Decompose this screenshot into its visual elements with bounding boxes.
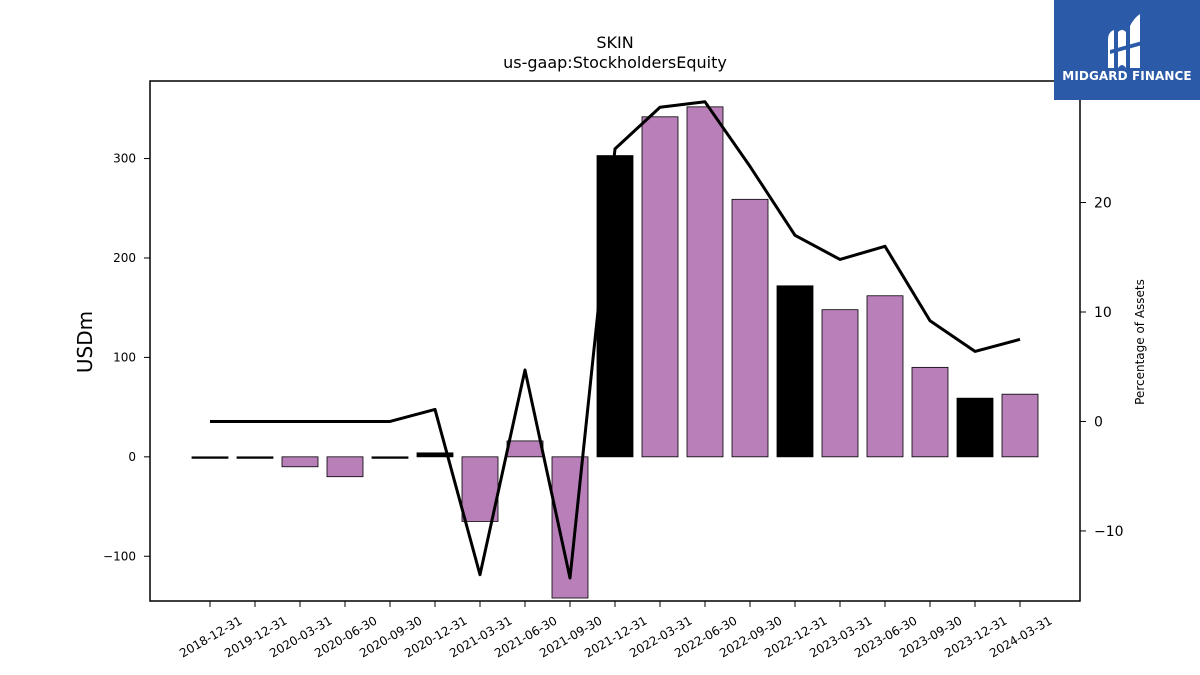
bar-2021-06-30 (506, 440, 544, 458)
y-tick-label: 0 (128, 450, 136, 464)
bar-2023-12-31 (956, 397, 994, 458)
bar-2019-12-31 (236, 456, 274, 459)
bar-2024-03-31 (1001, 393, 1039, 458)
bars-layer (191, 106, 1039, 599)
bar-2022-09-30 (731, 198, 769, 458)
y2-tick-label: 0 (1094, 414, 1103, 430)
y2-tick-label: −10 (1094, 524, 1124, 540)
bar-2023-09-30 (911, 366, 949, 458)
bar-2020-06-30 (326, 456, 364, 478)
y-axis-label: USDm (73, 311, 97, 373)
y-tick-label: 200 (113, 251, 136, 265)
y2-tick-label: 20 (1094, 196, 1112, 212)
bar-2020-09-30 (371, 456, 409, 459)
bar-2020-12-31 (416, 452, 454, 458)
y-tick-label: 300 (113, 152, 136, 166)
y-tick-label: 100 (113, 350, 136, 364)
logo: MIDGARD FINANCE (1054, 0, 1200, 100)
bar-2022-06-30 (686, 106, 724, 458)
chart-subtitle: us-gaap:StockholdersEquity (503, 53, 727, 72)
bar-2018-12-31 (191, 456, 229, 459)
bar-2023-03-31 (821, 309, 859, 458)
chart-title: SKIN (596, 33, 633, 52)
bar-2020-03-31 (281, 456, 319, 468)
line-layer (210, 100, 1021, 580)
y2-tick-label: 10 (1094, 305, 1112, 321)
logo-text: MIDGARD FINANCE (1062, 69, 1192, 83)
y2-axis-label: Percentage of Assets (1133, 279, 1147, 405)
percentage-line (210, 100, 1021, 580)
midgard-logo-icon (1108, 14, 1146, 68)
y-tick-label: −100 (103, 549, 136, 563)
bar-2023-06-30 (866, 295, 904, 458)
bar-2022-12-31 (776, 285, 814, 458)
bar-2021-12-31 (596, 155, 634, 458)
bar-2022-03-31 (641, 116, 679, 458)
